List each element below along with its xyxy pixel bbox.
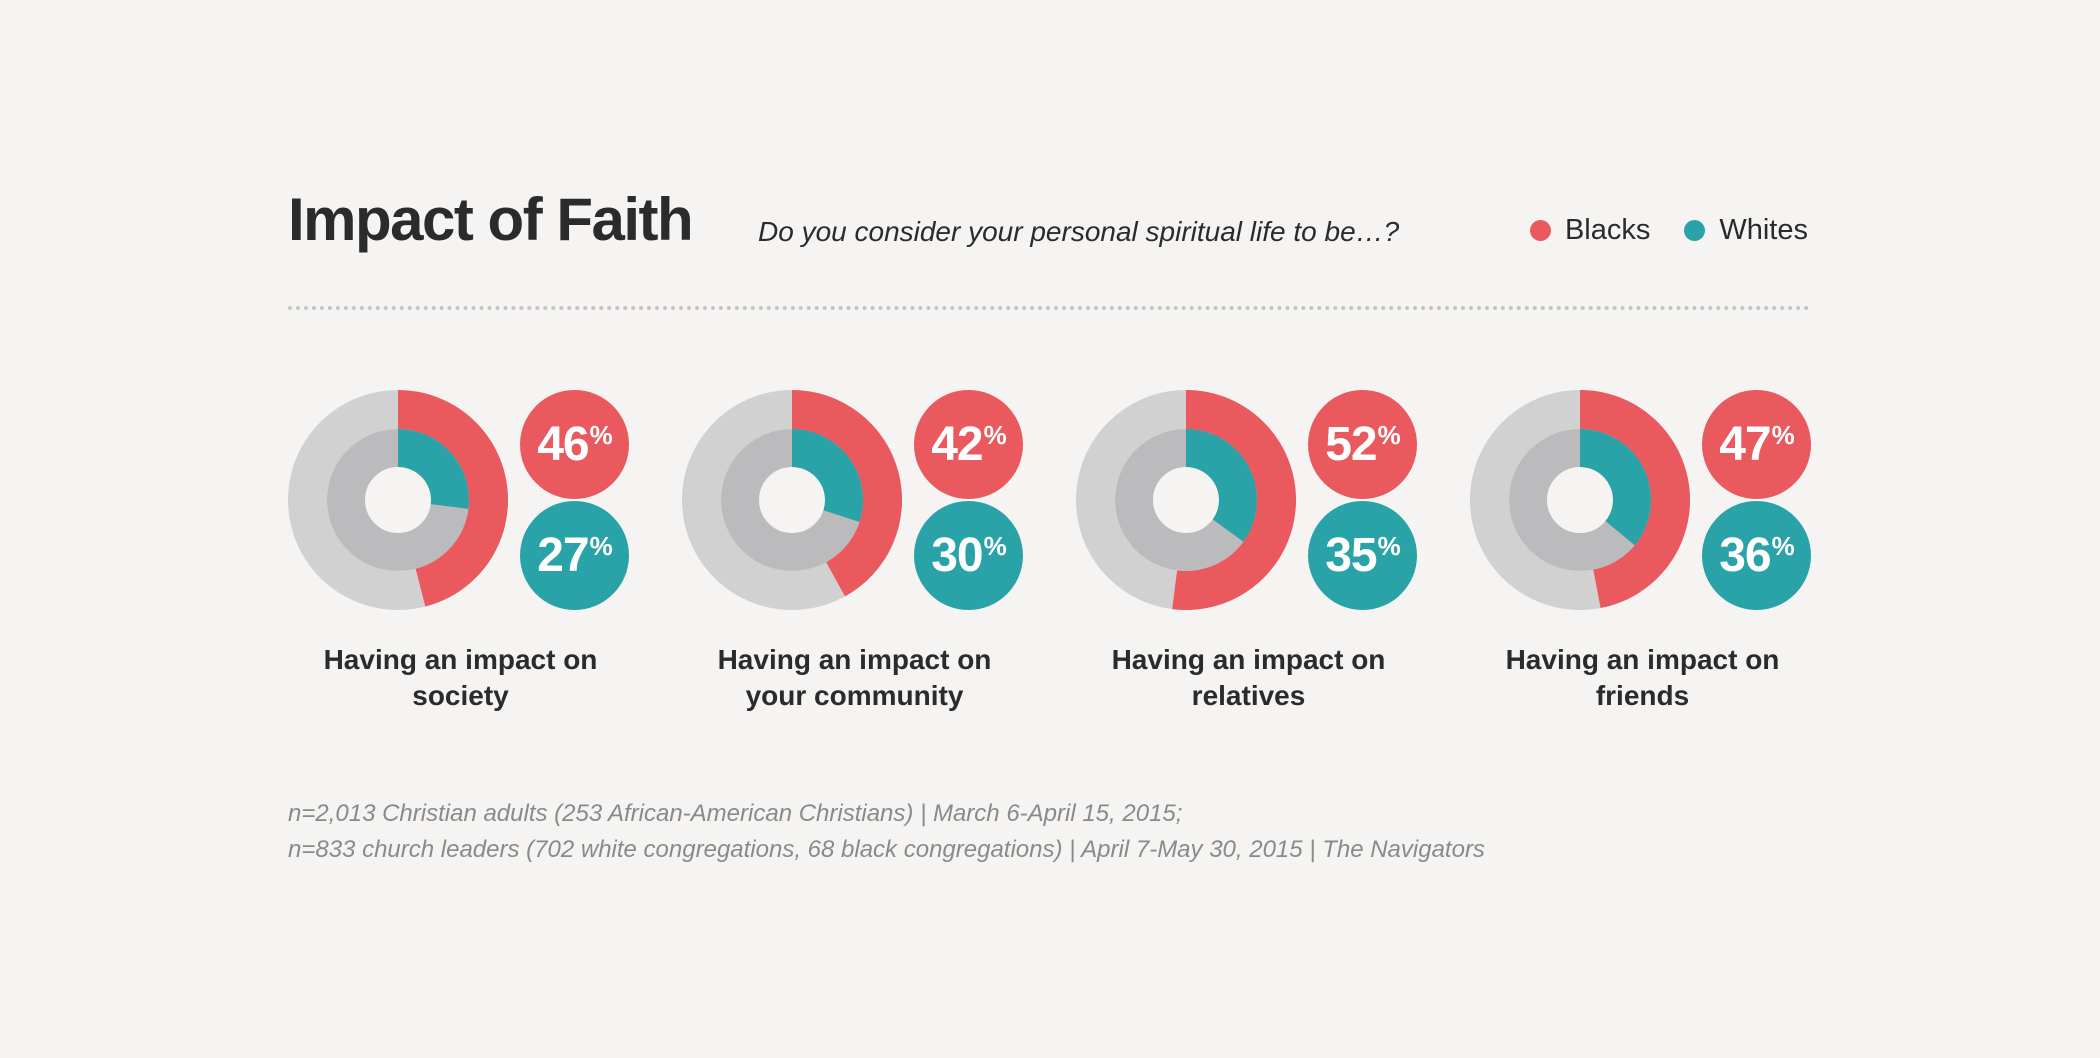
percent-sign: % — [1771, 420, 1795, 450]
footnote-line-1: n=2,013 Christian adults (253 African-Am… — [288, 800, 1183, 827]
category-label-line: society — [412, 680, 509, 711]
percent-sign: % — [983, 531, 1007, 561]
category-label: Having an impact on relatives — [1056, 642, 1441, 714]
chart-panel: 42% 30% Having an impact on your community — [682, 390, 1027, 730]
footnote: n=2,013 Christian adults (253 African-Am… — [288, 796, 1485, 868]
blacks-value: 47 — [1719, 418, 1771, 471]
legend-item-blacks: Blacks — [1529, 210, 1651, 250]
percent-sign: % — [589, 531, 613, 561]
whites-value: 35 — [1325, 529, 1377, 582]
whites-value: 27 — [537, 529, 589, 582]
whites-value: 36 — [1719, 529, 1771, 582]
legend-swatch-whites — [1684, 219, 1706, 241]
blacks-value: 42 — [931, 418, 983, 471]
percent-sign: % — [983, 420, 1007, 450]
blacks-value-badge: 42% — [914, 390, 1023, 499]
blacks-slice — [792, 390, 902, 597]
chart-subtitle: Do you consider your personal spiritual … — [758, 216, 1400, 247]
blacks-value: 52 — [1325, 418, 1377, 471]
category-label-line: your community — [745, 680, 964, 711]
legend: Blacks Whites — [1529, 210, 1808, 250]
blacks-value: 46 — [537, 418, 589, 471]
blacks-value-badge: 47% — [1702, 390, 1811, 499]
blacks-slice — [1172, 390, 1296, 610]
category-label: Having an impact on friends — [1450, 642, 1835, 714]
chart-panel: 46% 27% Having an impact on society — [288, 390, 633, 730]
dotted-divider — [288, 306, 1810, 310]
chart-panel: 52% 35% Having an impact on relatives — [1076, 390, 1421, 730]
footnote-line-2: n=833 church leaders (702 white congrega… — [288, 836, 1485, 863]
whites-slice — [1580, 429, 1651, 546]
donut-chart — [682, 390, 902, 610]
category-label: Having an impact on society — [268, 642, 653, 714]
chart-panel: 47% 36% Having an impact on friends — [1470, 390, 1815, 730]
donut-chart — [1076, 390, 1296, 610]
whites-slice — [1186, 429, 1257, 542]
whites-value-badge: 27% — [520, 501, 629, 610]
category-label-line: friends — [1595, 680, 1690, 711]
whites-value: 30 — [931, 529, 983, 582]
category-label-line: Having an impact on — [1505, 644, 1780, 675]
whites-slice — [398, 429, 469, 509]
percent-sign: % — [589, 420, 613, 450]
donut-chart — [1470, 390, 1690, 610]
whites-value-badge: 36% — [1702, 501, 1811, 610]
category-label: Having an impact on your community — [662, 642, 1047, 714]
blacks-value-badge: 46% — [520, 390, 629, 499]
category-label-line: Having an impact on — [717, 644, 992, 675]
legend-label-whites: Whites — [1719, 214, 1808, 246]
legend-label-blacks: Blacks — [1564, 214, 1651, 246]
category-label-line: Having an impact on — [1111, 644, 1386, 675]
category-label-line: relatives — [1191, 680, 1306, 711]
whites-slice — [792, 429, 863, 522]
percent-sign: % — [1377, 420, 1401, 450]
blacks-slice — [398, 390, 508, 607]
blacks-value-badge: 52% — [1308, 390, 1417, 499]
legend-item-whites: Whites — [1684, 210, 1808, 250]
category-label-line: Having an impact on — [323, 644, 598, 675]
percent-sign: % — [1771, 531, 1795, 561]
donut-chart — [288, 390, 508, 610]
blacks-slice — [1580, 390, 1690, 609]
chart-title: Impact of Faith — [288, 186, 694, 253]
percent-sign: % — [1377, 531, 1401, 561]
whites-value-badge: 35% — [1308, 501, 1417, 610]
whites-value-badge: 30% — [914, 501, 1023, 610]
legend-swatch-blacks — [1529, 219, 1551, 241]
